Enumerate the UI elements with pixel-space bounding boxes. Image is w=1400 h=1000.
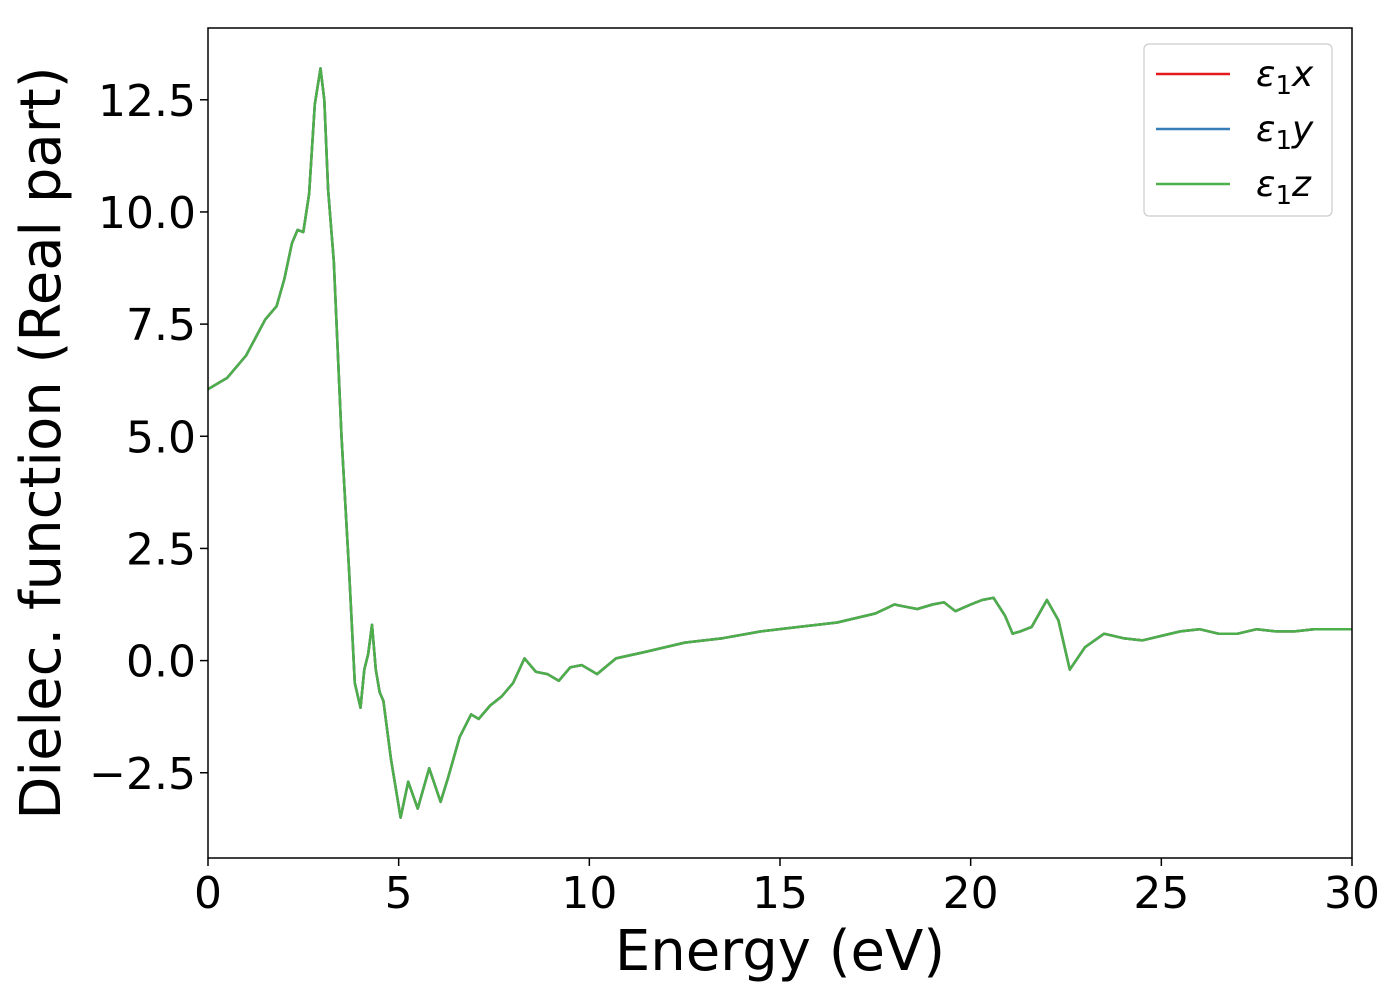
x-tick-label: 15 <box>752 868 808 919</box>
legend-box <box>1143 43 1333 217</box>
legend-subscript: 1 <box>1275 71 1292 101</box>
legend-label: ε1x <box>1256 54 1314 101</box>
x-tick-label: 20 <box>943 868 999 919</box>
x-tick-label: 10 <box>561 868 617 919</box>
y-tick-label: 5.0 <box>126 412 196 463</box>
x-tick-label: 30 <box>1324 868 1380 919</box>
y-axis-label: Dielec. function (Real part) <box>9 66 74 819</box>
y-tick-label: 2.5 <box>126 524 196 575</box>
legend-subscript: 1 <box>1275 181 1292 211</box>
legend-subscript: 1 <box>1275 126 1292 156</box>
y-tick-label: 7.5 <box>126 300 196 351</box>
y-tick-label: −2.5 <box>89 749 196 800</box>
legend-symbol: ε <box>1256 164 1275 205</box>
x-axis-ticks: 0 5 10 15 20 25 30 <box>194 858 1380 919</box>
y-axis-ticks: −2.5 0.0 2.5 5.0 7.5 10.0 12.5 <box>89 76 208 800</box>
legend-axis: y <box>1291 109 1314 150</box>
x-tick-label: 25 <box>1133 868 1189 919</box>
series-layer <box>207 67 1352 819</box>
y-tick-label: 0.0 <box>126 637 196 688</box>
legend-label: ε1y <box>1256 109 1314 156</box>
legend-symbol: ε <box>1256 109 1275 150</box>
x-axis-label: Energy (eV) <box>615 919 945 984</box>
legend-label: ε1z <box>1256 164 1312 211</box>
y-tick-label: 10.0 <box>98 188 196 239</box>
y-tick-label: 12.5 <box>98 76 196 127</box>
legend-axis: x <box>1291 54 1314 95</box>
x-tick-label: 0 <box>194 868 222 919</box>
series-line-2 <box>207 67 1352 819</box>
legend-symbol: ε <box>1256 54 1275 95</box>
x-tick-label: 5 <box>385 868 413 919</box>
legend-axis: z <box>1291 164 1312 205</box>
